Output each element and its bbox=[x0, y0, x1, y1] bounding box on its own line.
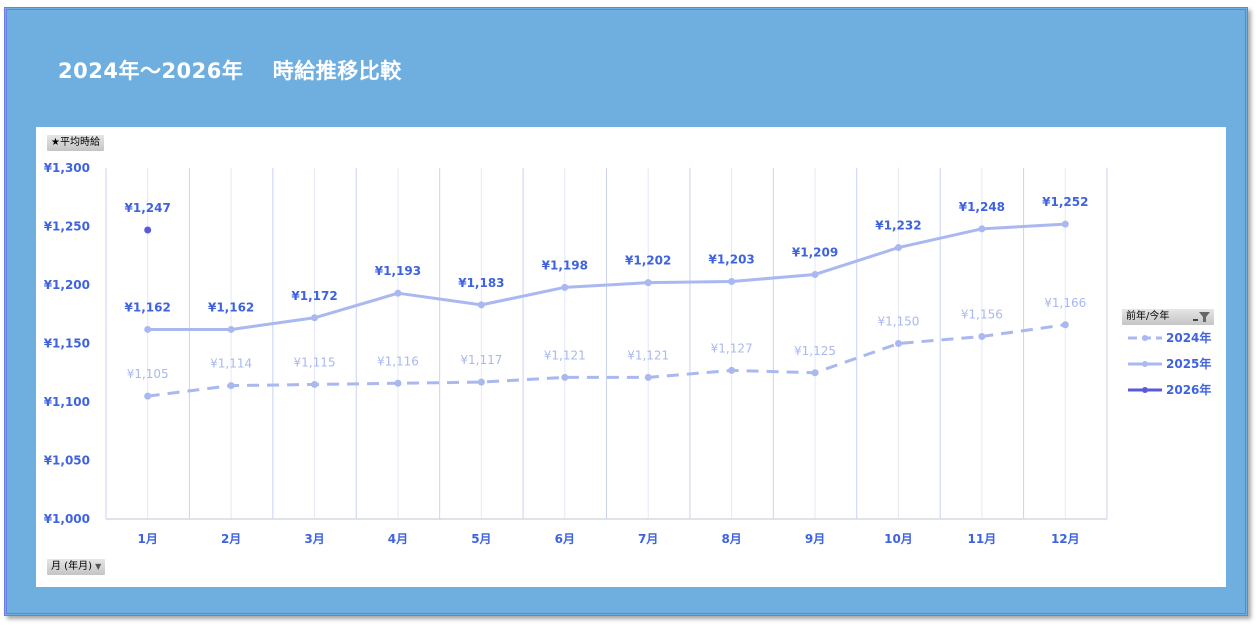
data-label: ¥1,162 bbox=[208, 300, 254, 314]
data-point[interactable] bbox=[978, 225, 986, 233]
data-point[interactable] bbox=[311, 380, 319, 388]
x-tick-label: 2月 bbox=[221, 532, 241, 546]
y-tick-label: ¥1,100 bbox=[44, 395, 90, 409]
y-tick-label: ¥1,050 bbox=[44, 454, 90, 468]
data-label: ¥1,117 bbox=[460, 353, 502, 367]
data-label: ¥1,127 bbox=[711, 341, 753, 355]
x-tick-label: 10月 bbox=[884, 532, 913, 546]
gridlines bbox=[105, 168, 1108, 520]
y-tick-label: ¥1,000 bbox=[44, 512, 90, 526]
data-point[interactable] bbox=[894, 244, 902, 252]
data-label: ¥1,116 bbox=[377, 354, 419, 368]
value-field-button[interactable]: ★平均時給 bbox=[47, 135, 104, 151]
x-tick-label: 8月 bbox=[721, 532, 741, 546]
data-point[interactable] bbox=[811, 369, 819, 377]
chart-panel bbox=[36, 127, 1226, 587]
data-point[interactable] bbox=[1061, 220, 1069, 228]
filter-icon[interactable] bbox=[1193, 311, 1211, 329]
data-label: ¥1,203 bbox=[708, 252, 754, 266]
y-tick-label: ¥1,200 bbox=[44, 278, 90, 292]
dropdown-arrow-icon: ▼ bbox=[95, 562, 102, 571]
data-label: ¥1,114 bbox=[210, 357, 252, 371]
data-label: ¥1,121 bbox=[544, 348, 586, 362]
data-label: ¥1,156 bbox=[961, 307, 1003, 321]
data-point[interactable] bbox=[227, 382, 235, 390]
data-point[interactable] bbox=[394, 289, 402, 297]
data-label: ¥1,247 bbox=[125, 201, 171, 215]
y-axis: ¥1,000 ¥1,050 ¥1,100 ¥1,150 ¥1,200 ¥1,250 ¥1,3… bbox=[44, 161, 90, 526]
data-label: ¥1,162 bbox=[125, 300, 171, 314]
data-point[interactable] bbox=[477, 301, 485, 309]
data-label: ¥1,150 bbox=[877, 315, 919, 329]
data-label: ¥1,166 bbox=[1044, 296, 1086, 310]
data-label: ¥1,183 bbox=[458, 276, 504, 290]
page-title: 2024年～2026年 時給推移比較 bbox=[58, 59, 402, 83]
data-point[interactable] bbox=[1061, 321, 1069, 329]
data-label: ¥1,248 bbox=[959, 200, 1005, 214]
data-point[interactable] bbox=[561, 283, 569, 291]
legend-item-label[interactable]: 2026年 bbox=[1166, 382, 1211, 397]
x-tick-label: 4月 bbox=[388, 532, 408, 546]
data-labels: ¥1,105 ¥1,114 ¥1,115 ¥1,116 ¥1,117 ¥1,121 ¥1,1… bbox=[125, 195, 1089, 381]
value-field-label: ★平均時給 bbox=[51, 137, 100, 148]
legend-field-label: 前年/今年 bbox=[1126, 311, 1170, 322]
data-label: ¥1,209 bbox=[792, 245, 838, 259]
data-label: ¥1,193 bbox=[375, 264, 421, 278]
x-tick-label: 3月 bbox=[304, 532, 324, 546]
data-point[interactable] bbox=[561, 373, 569, 381]
data-point[interactable] bbox=[811, 270, 819, 278]
data-point[interactable] bbox=[728, 366, 736, 374]
legend-item-label[interactable]: 2024年 bbox=[1166, 330, 1211, 345]
data-point[interactable] bbox=[728, 277, 736, 285]
data-point[interactable] bbox=[477, 378, 485, 386]
data-label: ¥1,232 bbox=[875, 219, 921, 233]
x-tick-label: 11月 bbox=[968, 532, 997, 546]
data-label: ¥1,125 bbox=[794, 344, 836, 358]
legend-item-label[interactable]: 2025年 bbox=[1166, 356, 1211, 371]
data-point[interactable] bbox=[894, 340, 902, 347]
data-point[interactable] bbox=[144, 325, 152, 333]
x-tick-label: 12月 bbox=[1051, 532, 1080, 546]
data-point[interactable] bbox=[394, 379, 402, 387]
x-axis: 1月 2月 3月 4月 5月 6月 7月 8月 9月 10月 11月 12月 bbox=[138, 532, 1080, 546]
y-tick-label: ¥1,150 bbox=[44, 337, 90, 351]
series-line[interactable] bbox=[147, 222, 1066, 331]
data-series bbox=[144, 220, 1069, 400]
data-point[interactable] bbox=[644, 373, 652, 381]
data-point[interactable] bbox=[644, 279, 652, 287]
y-tick-label: ¥1,250 bbox=[44, 220, 90, 234]
axis-field-label: 月 (年月) bbox=[51, 561, 92, 572]
data-label: ¥1,198 bbox=[542, 258, 588, 272]
data-point[interactable] bbox=[144, 392, 152, 400]
axis-field-dropdown[interactable]: 月 (年月) ▼ bbox=[47, 559, 106, 575]
data-point[interactable] bbox=[311, 314, 319, 322]
data-label: ¥1,115 bbox=[294, 355, 336, 369]
legend-field-dropdown[interactable]: 前年/今年 bbox=[1122, 309, 1214, 325]
data-point[interactable] bbox=[144, 226, 152, 234]
data-point[interactable] bbox=[227, 325, 235, 333]
x-tick-label: 5月 bbox=[471, 532, 491, 546]
series-line[interactable] bbox=[147, 323, 1066, 398]
x-tick-label: 1月 bbox=[138, 532, 158, 546]
data-label: ¥1,121 bbox=[627, 348, 669, 362]
y-tick-label: ¥1,300 bbox=[44, 161, 90, 175]
data-label: ¥1,172 bbox=[291, 289, 337, 303]
data-label: ¥1,105 bbox=[127, 367, 169, 381]
data-point[interactable] bbox=[978, 332, 986, 340]
data-label: ¥1,202 bbox=[625, 254, 671, 268]
x-tick-label: 9月 bbox=[805, 532, 825, 546]
legend: 2024年 2025年 2026年 bbox=[1128, 330, 1211, 397]
x-tick-label: 7月 bbox=[638, 532, 658, 546]
data-label: ¥1,252 bbox=[1042, 195, 1088, 209]
x-tick-label: 6月 bbox=[555, 532, 575, 546]
